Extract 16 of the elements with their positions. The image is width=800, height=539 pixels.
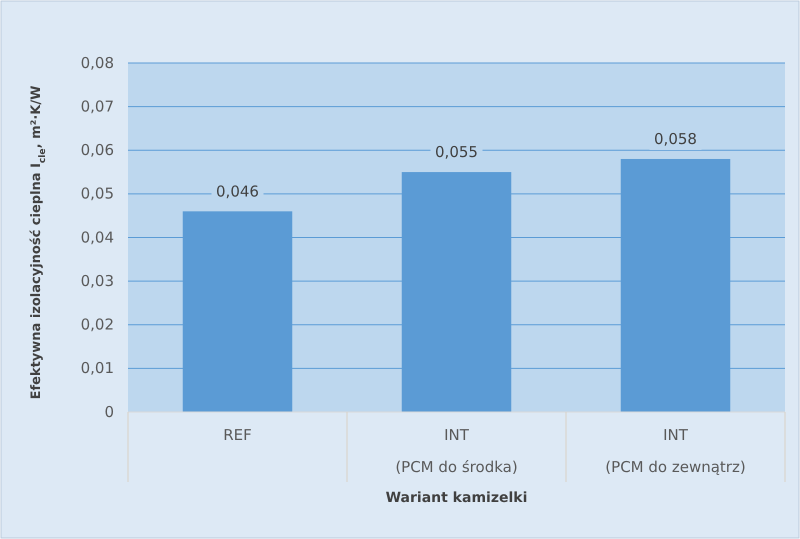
y-tick-label: 0,05	[80, 184, 114, 203]
y-tick-label: 0,02	[80, 316, 114, 334]
data-label: 0,046	[216, 182, 259, 200]
y-tick-label: 0,07	[80, 97, 114, 116]
data-label: 0,055	[435, 143, 478, 162]
y-tick-label: 0,03	[80, 272, 114, 290]
y-tick-label: 0,06	[80, 141, 114, 160]
y-tick-label: 0,01	[80, 359, 114, 378]
data-label: 0,058	[654, 130, 697, 148]
x-tick-label: INT (PCM do środka)	[395, 426, 518, 476]
y-tick-label: 0	[104, 402, 114, 421]
x-tick-label: REF	[223, 426, 252, 444]
x-tick-label: INT (PCM do zewnątrz)	[605, 426, 746, 476]
x-axis-title: Wariant kamizelki	[386, 490, 528, 506]
y-tick-label: 0,04	[80, 228, 114, 246]
y-tick-label: 0,08	[80, 54, 114, 72]
